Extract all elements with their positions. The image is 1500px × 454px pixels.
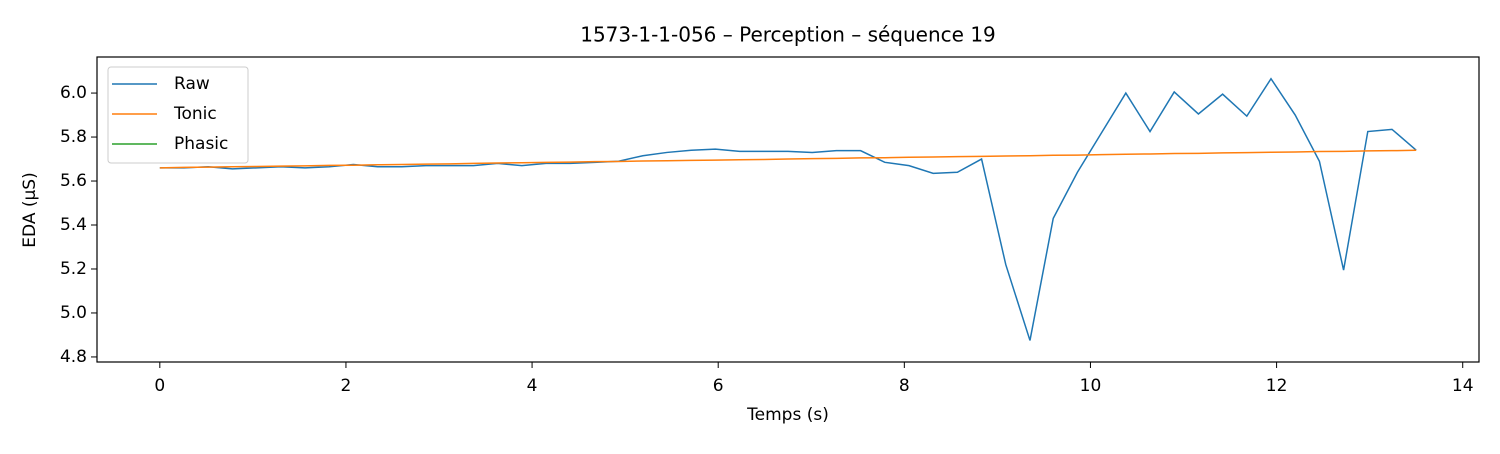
x-tick-label: 4 — [527, 376, 538, 396]
legend-label: Phasic — [174, 134, 228, 154]
legend-label: Tonic — [173, 104, 217, 124]
x-axis-label: Temps (s) — [746, 405, 829, 425]
chart-title: 1573-1-1-056 – Perception – séquence 19 — [580, 23, 996, 47]
line-series — [159, 77, 1417, 341]
line-series — [159, 149, 1417, 169]
y-tick-label: 5.2 — [60, 259, 87, 279]
x-tick-label: 0 — [154, 376, 165, 396]
x-tick-label: 2 — [341, 376, 352, 396]
x-tick-label: 10 — [1080, 376, 1102, 396]
legend-box — [107, 66, 249, 164]
x-tick-label: 14 — [1452, 376, 1474, 396]
y-tick-label: 5.6 — [60, 171, 87, 191]
y-tick-label: 5.4 — [60, 215, 87, 235]
y-axis-label: EDA (µS) — [20, 172, 40, 247]
y-tick-label: 5.8 — [60, 127, 87, 147]
x-tick-label: 12 — [1266, 376, 1288, 396]
y-tick-label: 5.0 — [60, 303, 87, 323]
y-tick-label: 4.8 — [60, 347, 87, 367]
y-tick-label: 6.0 — [60, 83, 87, 103]
x-tick-label: 8 — [899, 376, 910, 396]
x-tick-label: 6 — [713, 376, 724, 396]
plot-frame — [96, 56, 1480, 363]
legend-label: Raw — [174, 74, 210, 94]
